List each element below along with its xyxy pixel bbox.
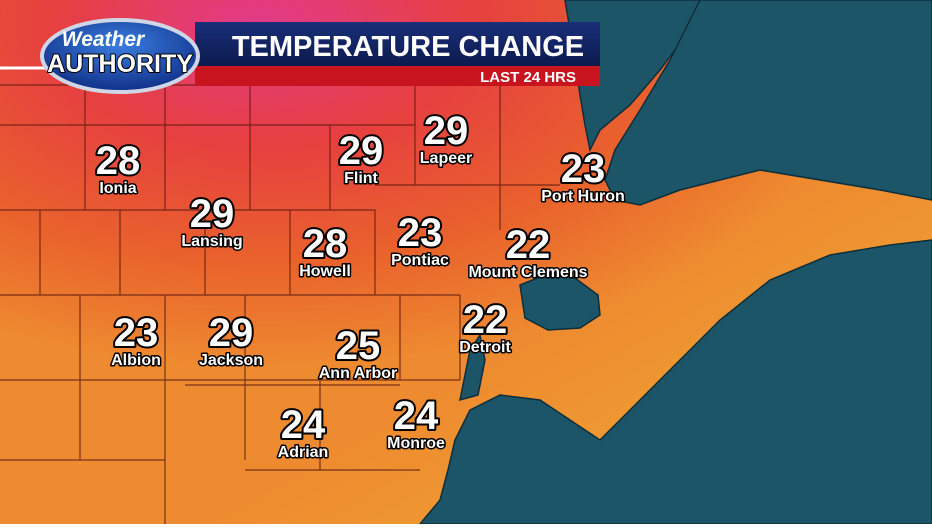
temperature-value: 29 — [424, 109, 469, 153]
city-name: Mount Clemens — [468, 264, 587, 281]
city-name: Port Huron — [541, 188, 625, 205]
city-name: Albion — [111, 352, 161, 369]
temperature-value: 23 — [398, 211, 443, 255]
city-name: Ann Arbor — [319, 365, 398, 382]
logo-text: Weather — [62, 28, 146, 51]
temperature-value: 23 — [114, 311, 159, 355]
city-name: Monroe — [387, 435, 445, 452]
subtitle-banner — [195, 66, 600, 86]
temperature-value: 22 — [463, 298, 508, 342]
city-name: Jackson — [199, 352, 263, 369]
city-name: Ionia — [99, 180, 136, 197]
city-name: Adrian — [278, 444, 329, 461]
temperature-value: 29 — [190, 192, 235, 236]
temperature-value: 24 — [281, 403, 326, 447]
temperature-value: 22 — [506, 223, 551, 267]
city-name: Lansing — [181, 233, 242, 250]
temperature-value: 24 — [394, 394, 439, 438]
temperature-value: 25 — [336, 324, 381, 368]
city-name: Pontiac — [391, 252, 449, 269]
logo-text: AUTHORITY — [47, 50, 193, 78]
city-name: Detroit — [459, 339, 511, 356]
title-banner — [195, 22, 600, 66]
subtitle: LAST 24 HRS — [480, 69, 576, 86]
city-name: Lapeer — [420, 150, 472, 167]
temperature-value: 28 — [96, 139, 141, 183]
temperature-value: 29 — [209, 311, 254, 355]
logo-badge — [40, 18, 200, 94]
water — [418, 0, 932, 525]
temperature-value: 29 — [339, 129, 384, 173]
temperature-value: 28 — [303, 222, 348, 266]
temperature-value: 23 — [561, 147, 606, 191]
city-name: Flint — [344, 170, 378, 187]
title: TEMPERATURE CHANGE — [232, 31, 584, 63]
city-name: Howell — [299, 263, 351, 280]
